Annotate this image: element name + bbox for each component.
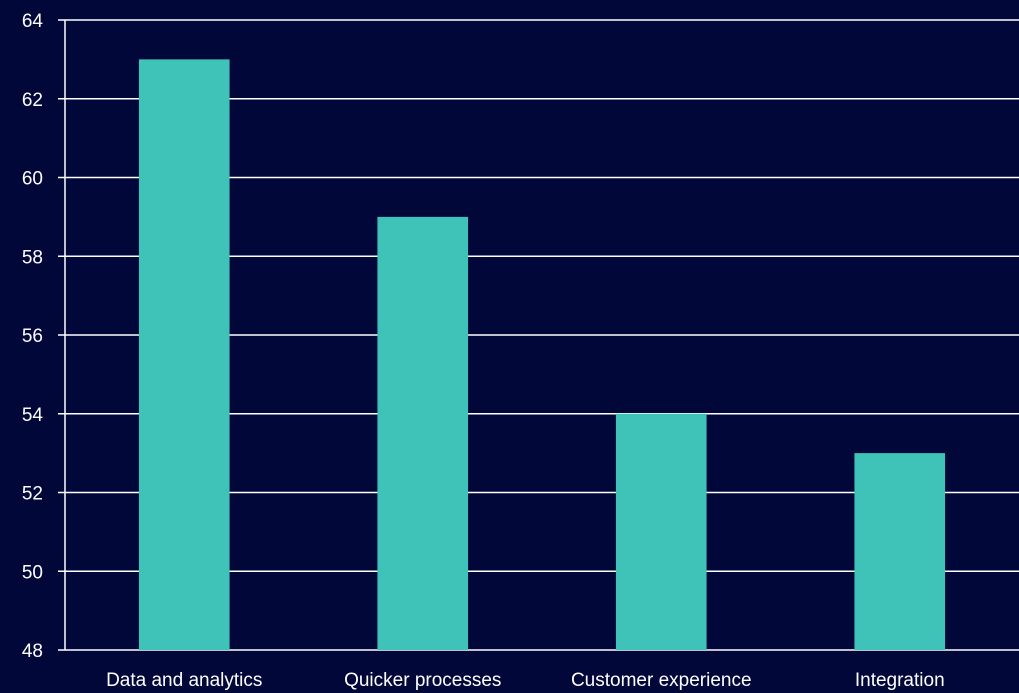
- y-tick-label: 54: [22, 405, 44, 426]
- bar-1: [138, 59, 230, 650]
- x-category-label: Quicker processes: [344, 670, 501, 691]
- y-tick-label: 50: [22, 562, 43, 583]
- y-tick-label: 58: [22, 247, 43, 268]
- y-tick-label: 56: [22, 326, 43, 347]
- bar-2: [377, 216, 469, 650]
- y-tick-label: 52: [22, 484, 43, 505]
- y-tick-label: 64: [22, 11, 44, 32]
- y-tick-label: 48: [22, 641, 43, 662]
- axes: [58, 19, 66, 651]
- x-category-label: Data and analytics: [106, 670, 262, 691]
- y-tick-label: 62: [22, 90, 43, 111]
- bar-4: [854, 453, 946, 650]
- x-category-label: Customer experience: [571, 670, 752, 691]
- y-tick-label: 60: [22, 169, 43, 190]
- labels: 48 50 52 54 56 58 60 62 64 Data and analytics Quic…: [22, 11, 945, 691]
- bars: [138, 59, 946, 650]
- x-category-label: Integration: [855, 670, 945, 691]
- bar-3: [615, 413, 707, 650]
